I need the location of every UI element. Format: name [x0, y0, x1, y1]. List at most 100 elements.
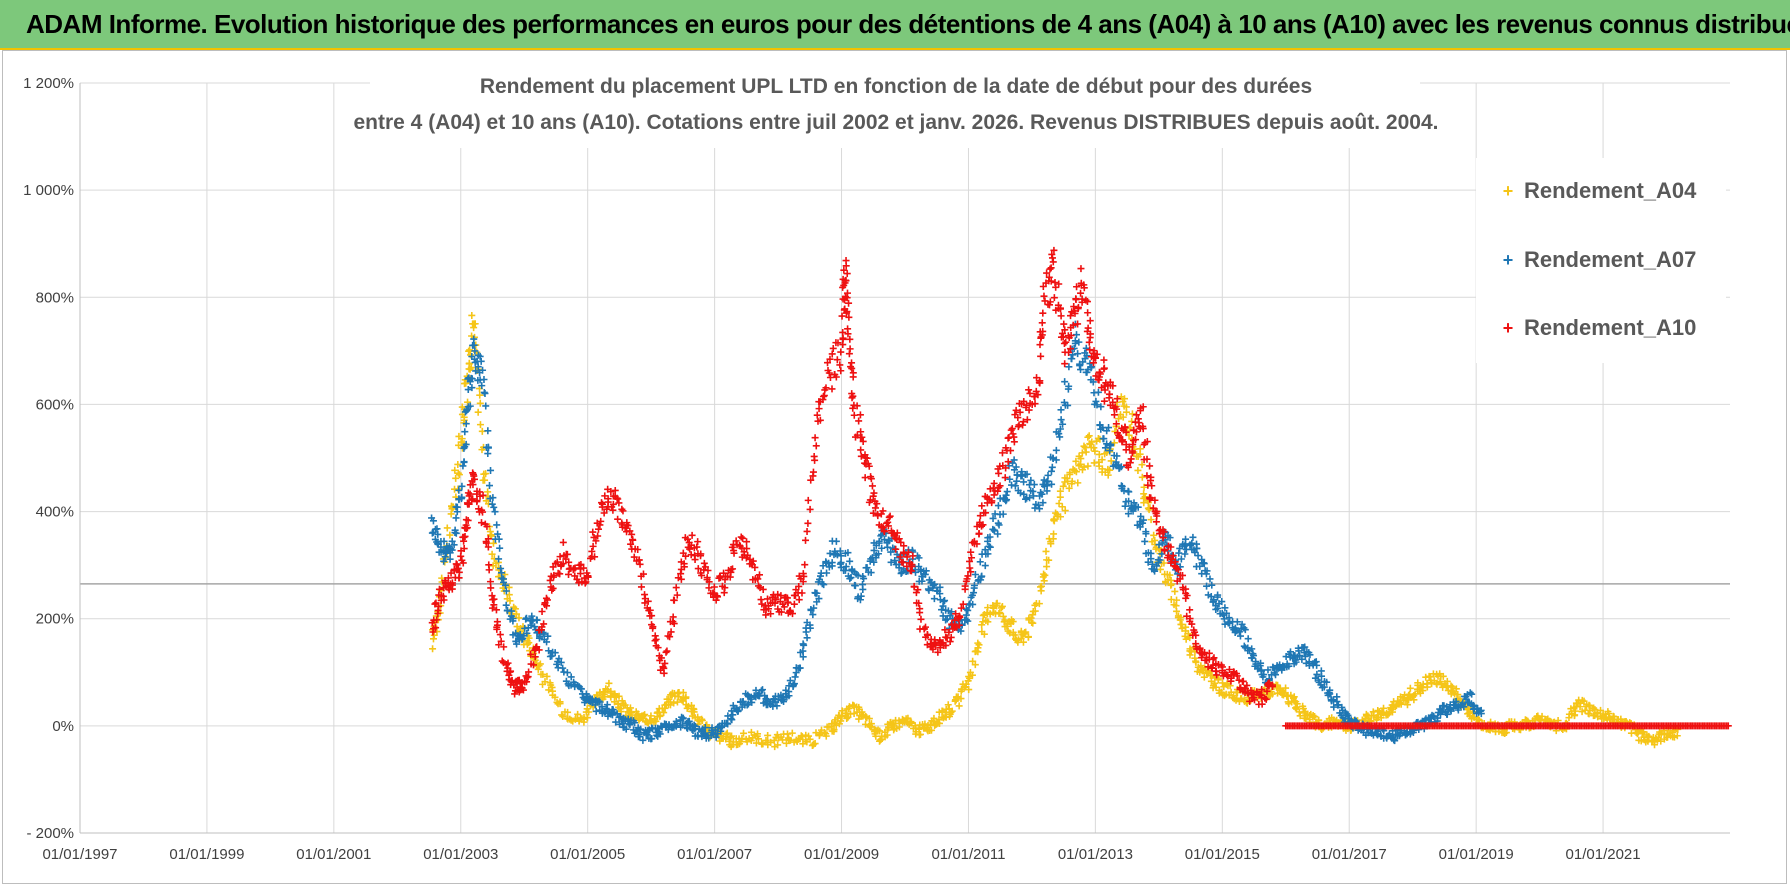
data-point — [815, 405, 823, 413]
data-point — [551, 693, 559, 701]
data-point — [984, 537, 992, 545]
data-point — [1252, 660, 1260, 668]
data-point — [837, 552, 845, 560]
data-point — [484, 535, 492, 543]
data-point — [826, 355, 834, 363]
data-point — [559, 712, 567, 720]
data-point — [867, 475, 875, 483]
data-point — [623, 528, 631, 536]
data-point — [592, 707, 600, 715]
data-point — [767, 738, 775, 746]
data-point — [1078, 466, 1086, 474]
data-point — [1020, 397, 1028, 405]
data-point — [915, 554, 923, 562]
data-point — [1013, 471, 1021, 479]
data-point — [815, 595, 823, 603]
data-point — [1161, 547, 1169, 555]
data-point — [462, 524, 470, 532]
data-point — [1323, 678, 1331, 686]
data-point — [589, 528, 597, 536]
data-point — [1101, 386, 1109, 394]
data-point — [1330, 703, 1338, 711]
data-point — [804, 496, 812, 504]
data-point — [975, 641, 983, 649]
data-point — [1378, 708, 1386, 716]
data-point — [748, 698, 756, 706]
y-tick-label: 400% — [36, 504, 74, 521]
data-point — [482, 539, 490, 547]
data-point — [1065, 484, 1073, 492]
data-point — [914, 586, 922, 594]
data-point — [924, 631, 932, 639]
data-point — [1194, 552, 1202, 560]
data-point — [1107, 457, 1115, 465]
data-point — [448, 537, 456, 545]
data-point — [929, 645, 937, 653]
data-point — [628, 530, 636, 538]
data-point — [1143, 438, 1151, 446]
data-point — [1088, 363, 1096, 371]
data-point — [1010, 438, 1018, 446]
data-point — [1091, 447, 1099, 455]
data-point — [1477, 706, 1485, 714]
data-point — [872, 732, 880, 740]
data-point — [957, 627, 965, 635]
x-tick-label: 01/01/2009 — [804, 846, 879, 863]
data-point — [1002, 464, 1010, 472]
data-point — [639, 736, 647, 744]
data-point — [803, 634, 811, 642]
data-point — [1241, 626, 1249, 634]
data-point — [1072, 296, 1080, 304]
data-point — [527, 621, 535, 629]
data-point — [440, 537, 448, 545]
data-point — [662, 648, 670, 656]
data-point — [842, 563, 850, 571]
data-point — [1068, 355, 1076, 363]
data-point — [1081, 444, 1089, 452]
data-point — [594, 532, 602, 540]
data-point — [1233, 672, 1241, 680]
data-point — [981, 546, 989, 554]
data-point — [697, 552, 705, 560]
data-point — [887, 548, 895, 556]
data-point — [994, 502, 1002, 510]
data-point — [816, 730, 824, 738]
data-point — [737, 533, 745, 541]
data-point — [477, 357, 485, 365]
data-point — [1221, 604, 1229, 612]
data-point — [479, 366, 487, 374]
data-point — [1062, 338, 1070, 346]
data-point — [895, 723, 903, 731]
data-point — [1024, 633, 1032, 641]
data-point — [494, 530, 502, 538]
data-point — [819, 396, 827, 404]
data-point — [729, 702, 737, 710]
data-point — [786, 736, 794, 744]
data-point — [1035, 505, 1043, 513]
data-point — [1059, 420, 1067, 428]
data-point — [876, 727, 884, 735]
data-point — [1406, 684, 1414, 692]
data-point — [847, 363, 855, 371]
data-point — [1064, 385, 1072, 393]
data-point — [838, 312, 846, 320]
data-point — [978, 572, 986, 580]
data-point — [837, 559, 845, 567]
data-point — [986, 533, 994, 541]
data-point — [1179, 571, 1187, 579]
data-point — [877, 532, 885, 540]
data-point — [1023, 470, 1031, 478]
data-point — [1403, 695, 1411, 703]
data-point — [844, 330, 852, 338]
data-point — [885, 723, 893, 731]
data-point — [964, 572, 972, 580]
data-point — [647, 735, 655, 743]
data-point — [1235, 676, 1243, 684]
data-point — [1120, 395, 1128, 403]
data-point — [1097, 403, 1105, 411]
data-point — [502, 587, 510, 595]
data-point — [472, 367, 480, 375]
data-point — [1058, 503, 1066, 511]
data-point — [865, 462, 873, 470]
data-point — [728, 716, 736, 724]
